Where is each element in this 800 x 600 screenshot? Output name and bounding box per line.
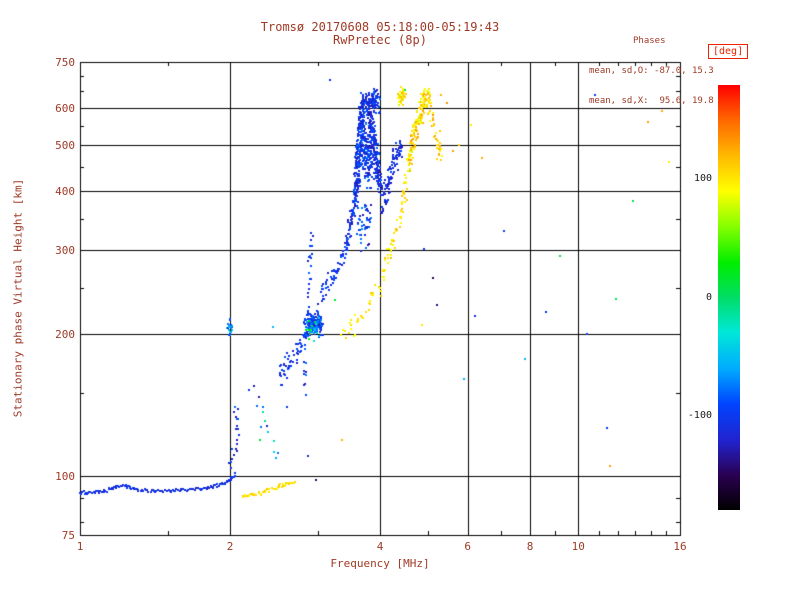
y-tick-label: 200 — [55, 327, 75, 341]
x-axis-label: Frequency [MHz] — [330, 557, 430, 570]
x-tick-label: 8 — [526, 540, 534, 553]
x-tick-label: 16 — [673, 540, 687, 553]
page-subtitle: RwPretec (8p) — [333, 33, 427, 47]
phases-annotation-header: Phases — [633, 36, 666, 46]
y-tick-label: 75 — [61, 529, 75, 542]
y-tick-label: 600 — [55, 101, 75, 115]
colorbar-tick-label: -100 — [687, 409, 712, 421]
page-title: Tromsø 20170608 05:18:00-05:19:43 — [260, 20, 500, 34]
y-tick-label: 100 — [55, 469, 75, 483]
colorbar-tick-label: 0 — [705, 291, 712, 303]
y-tick-label: 400 — [55, 185, 75, 199]
phases-annotation: Phases mean, sd,O: -87.0, 15.3 mean, sd,… — [589, 16, 739, 126]
x-tick-label: 10 — [571, 540, 585, 553]
y-tick-label: 500 — [55, 139, 75, 153]
colorbar-tick-label: 100 — [693, 173, 712, 185]
y-tick-label: 300 — [55, 244, 75, 258]
x-tick-label: 1 — [76, 540, 84, 553]
y-axis-label: Stationary phase Virtual Height [km] — [11, 178, 25, 418]
x-tick-label: 4 — [376, 540, 384, 553]
x-tick-label: 6 — [464, 540, 472, 553]
phases-mean-o: mean, sd,O: -87.0, 15.3 — [589, 66, 714, 76]
phases-mean-x: mean, sd,X: 95.6, 19.8 — [589, 96, 714, 106]
phase-colorbar — [718, 85, 740, 510]
y-tick-label: 750 — [55, 56, 75, 69]
colorbar-unit-label: [deg] — [708, 44, 749, 59]
x-tick-label: 2 — [226, 540, 234, 553]
